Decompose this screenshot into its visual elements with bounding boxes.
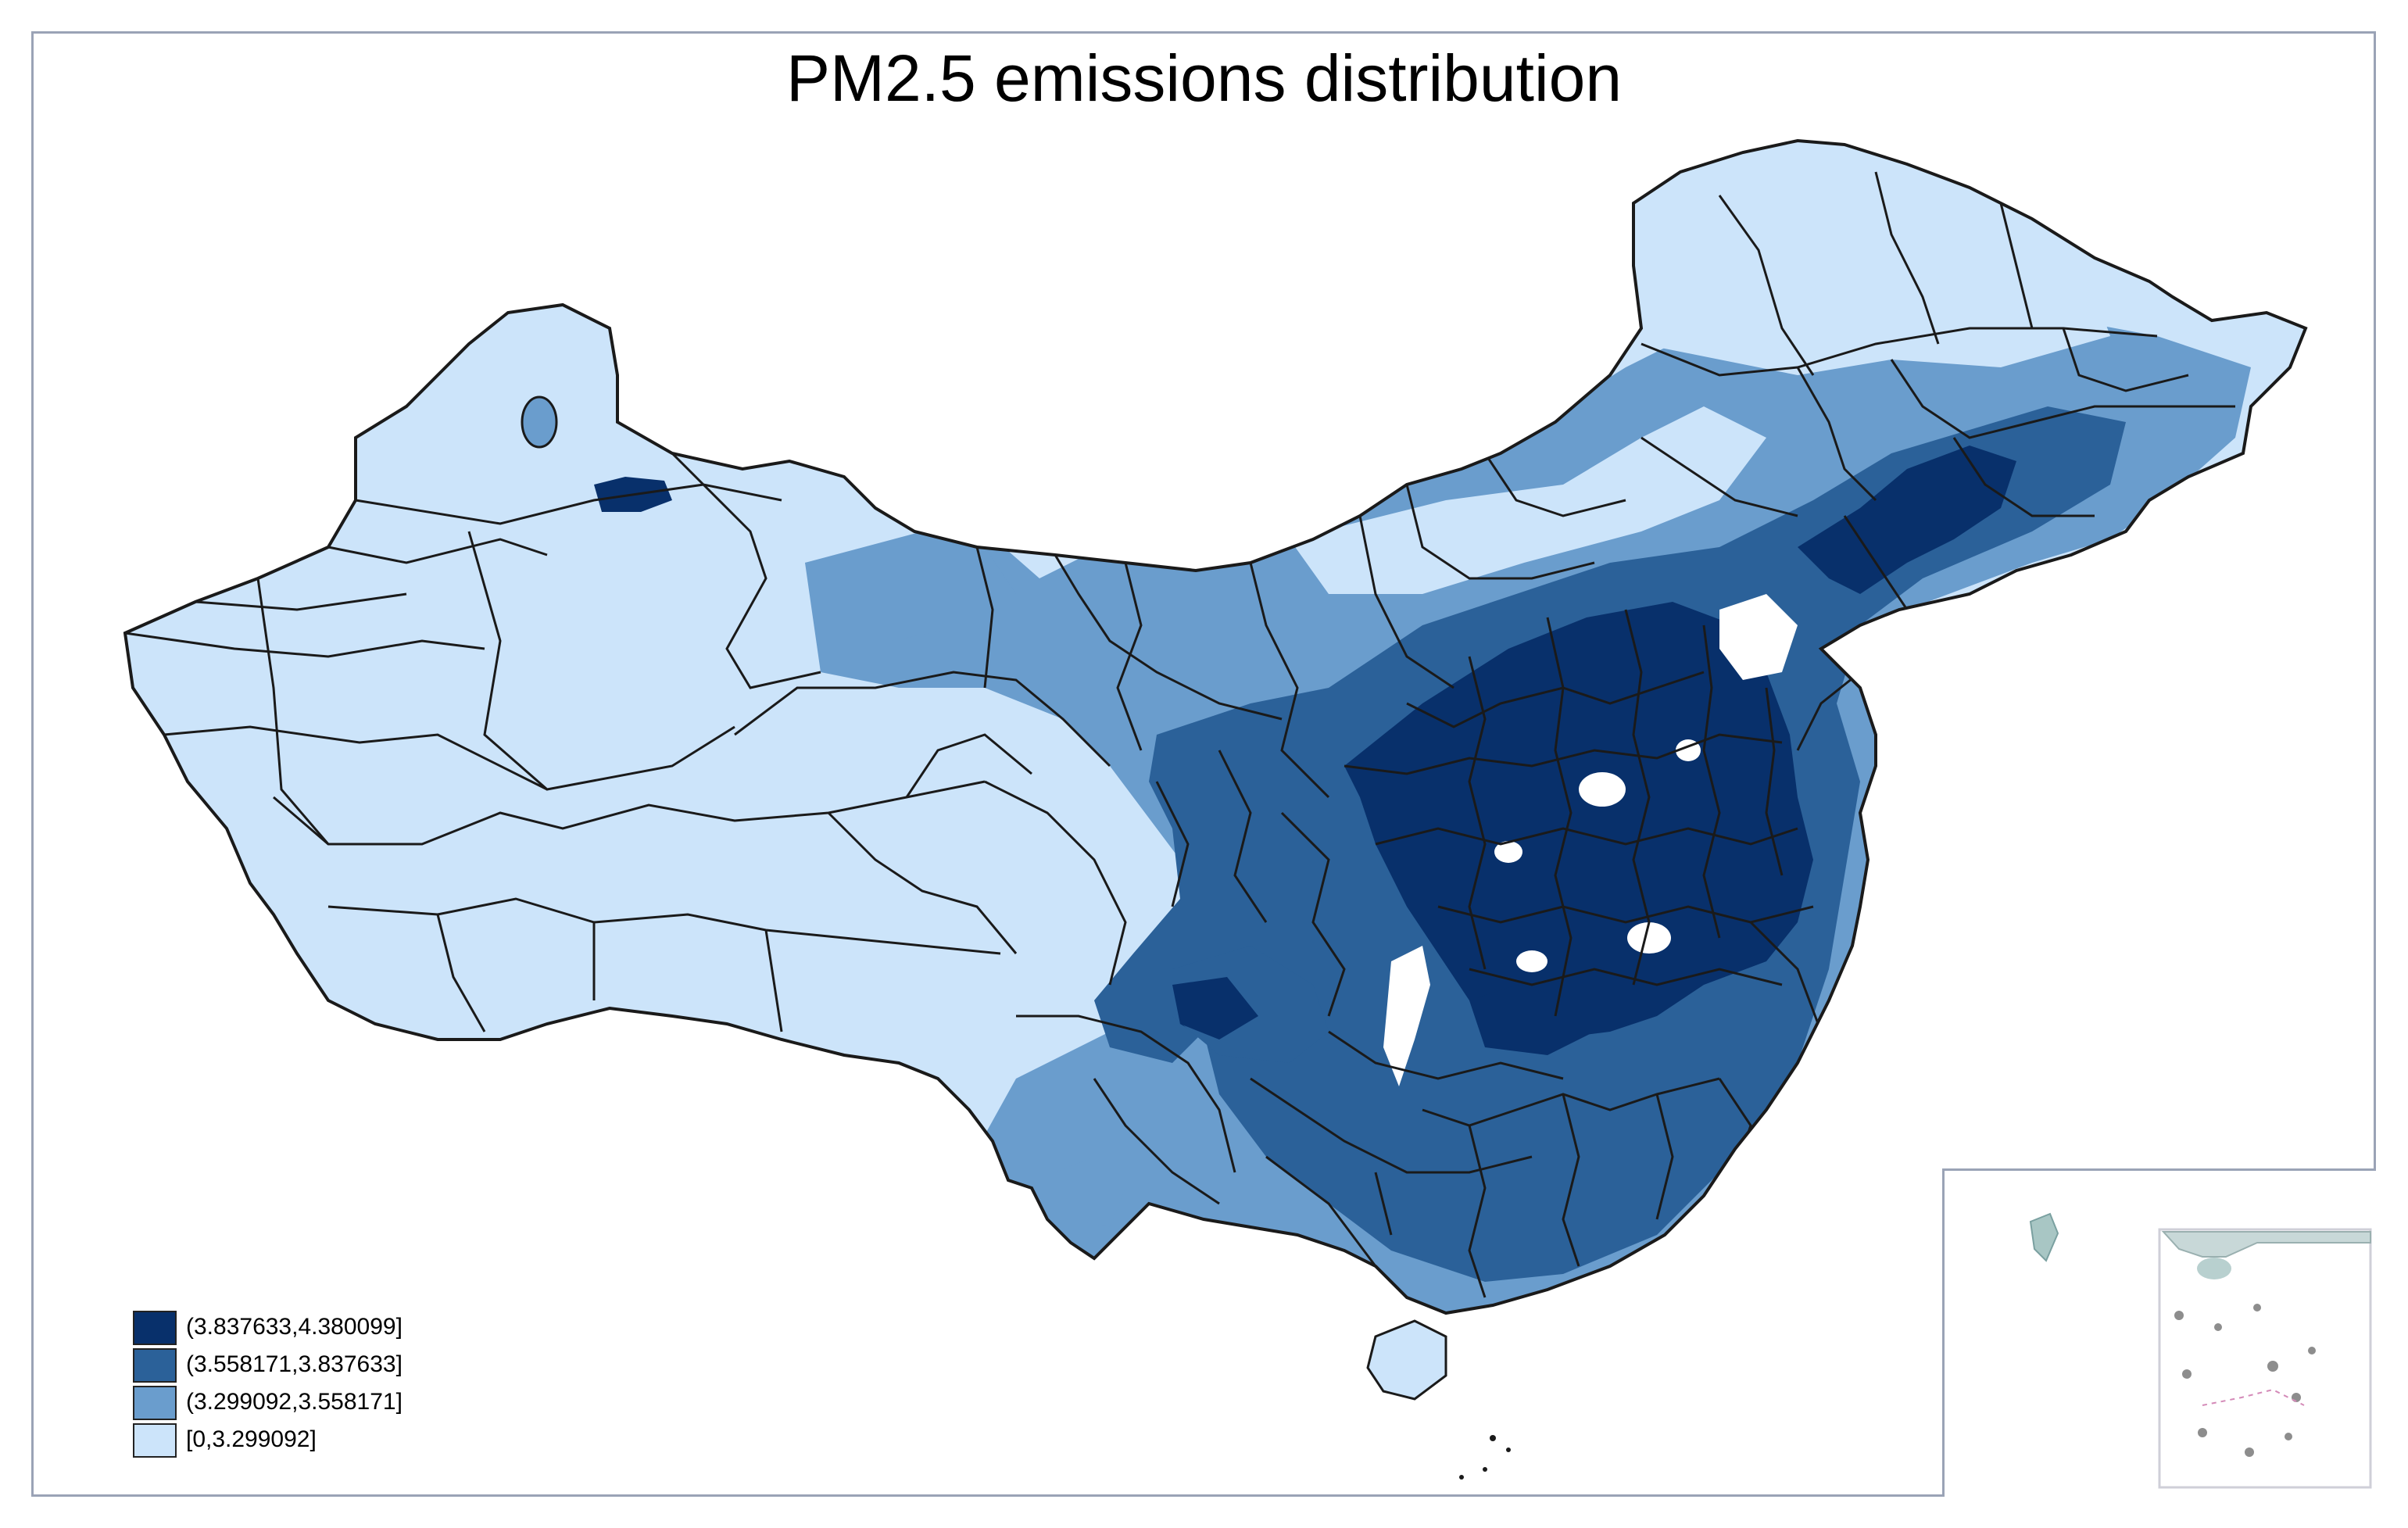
inset-dash-line [2202, 1388, 2305, 1406]
legend-label: [0,3.299092] [186, 1426, 317, 1452]
country-outline [123, 138, 2308, 1315]
map-title: PM2.5 emissions distribution [785, 41, 1623, 115]
hainan-island [1366, 1319, 1447, 1401]
inset-map [2029, 1212, 2372, 1489]
taiwan-shape [2029, 1212, 2059, 1262]
legend-label: (3.558171,3.837633] [186, 1351, 403, 1377]
inset-island [2197, 1258, 2231, 1279]
legend-swatch [133, 1386, 177, 1420]
legend-label: (3.299092,3.558171] [186, 1389, 403, 1415]
inset-coast [2161, 1231, 2371, 1258]
legend-label: (3.837633,4.380099] [186, 1314, 403, 1340]
lake-shape [521, 395, 558, 449]
south-china-sea-inset [1942, 1168, 2376, 1497]
inset-islands [2174, 1304, 2316, 1457]
legend-swatch [133, 1311, 177, 1345]
inset-box [2158, 1228, 2372, 1489]
legend-swatch [133, 1423, 177, 1458]
region-boundaries [125, 171, 2235, 1298]
south-islands [1459, 1435, 1511, 1480]
legend-swatch [133, 1348, 177, 1383]
